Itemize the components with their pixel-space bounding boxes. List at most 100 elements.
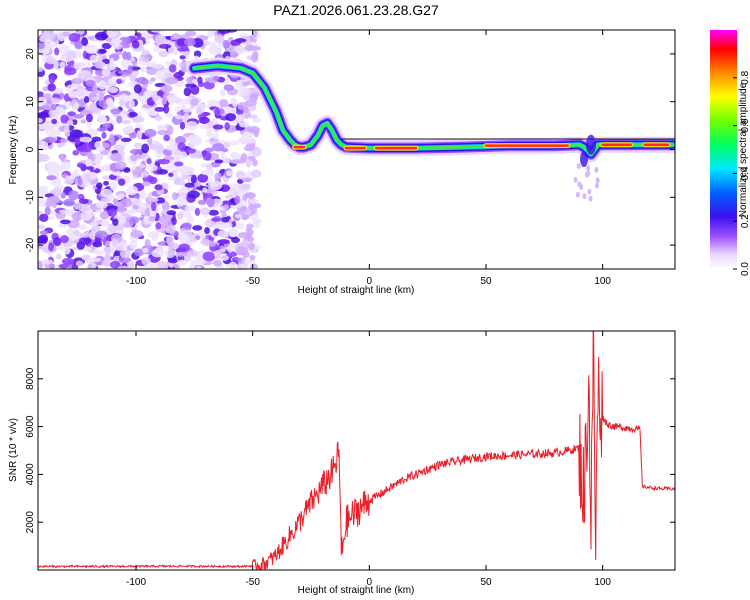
noise-speckle (214, 107, 221, 117)
noise-speckle (89, 171, 97, 179)
noise-speckle (225, 113, 237, 122)
noise-speckle (177, 212, 184, 220)
noise-speckle (252, 159, 258, 167)
noise-speckle (235, 170, 245, 180)
noise-speckle (105, 37, 113, 42)
noise-speckle (39, 213, 49, 222)
noise-speckle (120, 59, 131, 68)
noise-speckle (114, 38, 120, 49)
noise-speckle (242, 131, 249, 140)
noise-speckle (207, 120, 214, 129)
noise-speckle (98, 48, 107, 54)
noise-speckle (230, 153, 243, 158)
noise-speckle (184, 182, 195, 188)
noise-speckle (245, 158, 252, 168)
noise-speckle (157, 158, 171, 165)
x-tick-label: 0 (367, 577, 373, 588)
noise-speckle (38, 153, 50, 162)
noise-speckle (58, 44, 71, 53)
noise-speckle (235, 79, 243, 89)
noise-speckle (59, 219, 71, 225)
noise-speckle (91, 136, 102, 143)
noise-speckle (147, 192, 153, 202)
noise-speckle (72, 113, 84, 119)
noise-speckle (128, 208, 137, 214)
noise-speckle (238, 263, 249, 269)
noise-speckle (41, 259, 54, 265)
noise-speckle (152, 93, 159, 102)
noise-speckle (237, 86, 249, 97)
noise-speckle (194, 207, 201, 217)
noise-speckle (99, 211, 110, 220)
noise-speckle (117, 205, 126, 213)
noise-speckle (38, 185, 49, 191)
noise-speckle (94, 31, 108, 41)
noise-speckle (44, 30, 56, 41)
noise-speckle (195, 265, 202, 269)
noise-speckle (81, 37, 89, 46)
noise-speckle (163, 104, 170, 114)
noise-speckle (78, 236, 91, 245)
noise-speckle (136, 130, 143, 141)
noise-speckle (240, 205, 248, 213)
noise-speckle (208, 30, 214, 36)
noise-speckle (209, 180, 223, 191)
noise-speckle (111, 238, 119, 247)
noise-speckle (165, 76, 179, 85)
noise-speckle (171, 192, 178, 201)
noise-speckle (119, 99, 126, 107)
noise-speckle (110, 108, 121, 115)
noise-speckle (202, 187, 208, 193)
noise-speckle (222, 39, 231, 49)
noise-speckle (157, 129, 169, 136)
noise-speckle (38, 243, 49, 250)
noise-speckle (219, 99, 229, 108)
noise-speckle (168, 172, 174, 177)
noise-speckle (180, 98, 187, 109)
noise-speckle (186, 250, 199, 257)
noise-speckle (180, 33, 191, 40)
noise-speckle (58, 263, 69, 269)
noise-speckle (128, 99, 135, 109)
noise-speckle (217, 239, 230, 245)
noise-speckle (165, 112, 173, 118)
noise-speckle (178, 243, 191, 252)
noise-speckle (174, 161, 184, 167)
noise-speckle (144, 238, 151, 249)
noise-speckle (165, 225, 176, 234)
noise-speckle (223, 84, 234, 91)
noise-speckle (116, 78, 122, 84)
noise-speckle (115, 161, 127, 170)
noise-speckle (119, 249, 131, 259)
noise-speckle (107, 78, 117, 85)
noise-speckle (188, 263, 196, 269)
colorbar-label: Normalized spectral amplitude (738, 82, 749, 217)
noise-speckle (66, 55, 72, 62)
noise-speckle (173, 180, 186, 186)
noise-speckle (92, 249, 98, 255)
noise-speckle (248, 199, 259, 204)
spectrogram-x-ticks: -100 -50 0 50 100 (126, 30, 611, 287)
noise-speckle (101, 68, 111, 77)
colorbar-tick-label: 0.2 (740, 214, 750, 228)
noise-speckle (105, 240, 111, 247)
noise-speckle (60, 161, 71, 171)
noise-speckle (128, 131, 137, 139)
noise-speckle (175, 251, 188, 257)
noise-speckle (594, 182, 599, 189)
noise-speckle (149, 111, 160, 116)
x-tick-label: 50 (480, 577, 492, 588)
noise-speckle (245, 142, 256, 151)
noise-speckle (100, 188, 113, 198)
noise-speckle (145, 90, 156, 97)
noise-speckle (103, 180, 109, 186)
noise-speckle (218, 108, 225, 115)
spectrogram-x-label: Height of straight line (km) (298, 285, 415, 296)
noise-speckle (206, 132, 214, 138)
noise-speckle (63, 198, 76, 207)
noise-speckle (102, 175, 111, 180)
y-tick-label: 4000 (25, 463, 36, 486)
noise-speckle (252, 30, 258, 38)
noise-speckle (107, 86, 119, 94)
noise-speckle (119, 140, 128, 147)
